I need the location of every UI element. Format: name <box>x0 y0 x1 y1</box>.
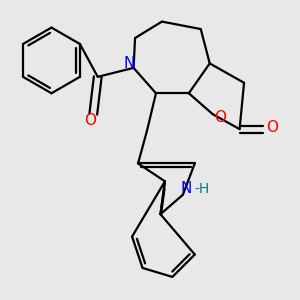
Text: O: O <box>214 110 226 125</box>
Text: N: N <box>123 56 135 71</box>
Text: N: N <box>180 181 191 196</box>
Text: O: O <box>266 120 278 135</box>
Text: O: O <box>84 112 96 128</box>
Text: -H: -H <box>195 182 210 196</box>
